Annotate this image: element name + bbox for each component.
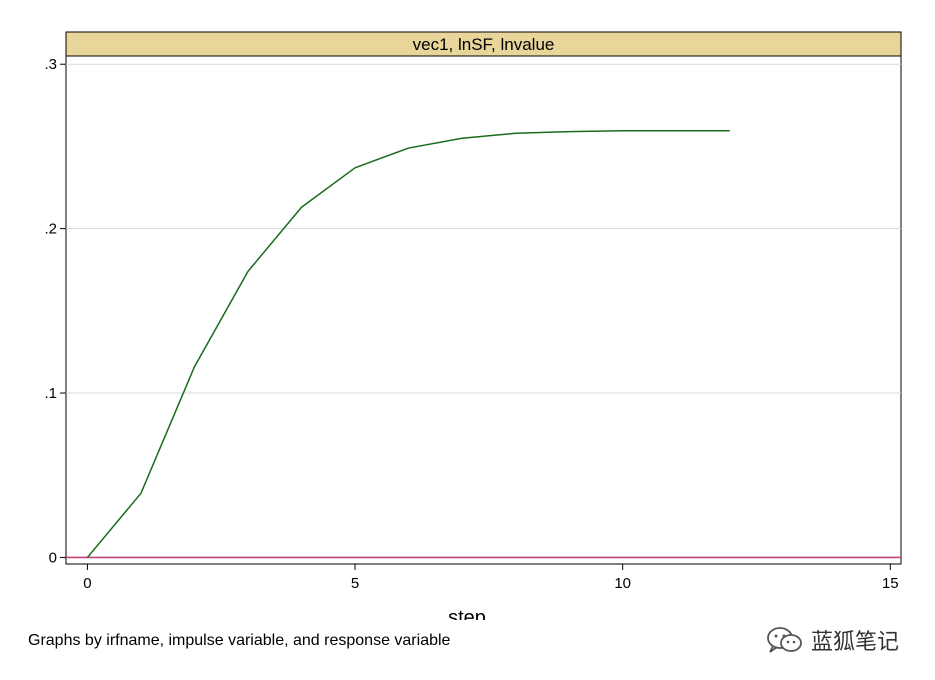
x-tick-label: 5	[351, 575, 359, 592]
panel-title: vec1, lnSF, lnvalue	[413, 35, 555, 54]
y-tick-label: .1	[44, 385, 57, 402]
x-tick-label: 10	[614, 575, 631, 592]
plot-region	[65, 55, 902, 565]
y-tick-label: .3	[44, 56, 57, 73]
panel-title-bar	[65, 31, 902, 57]
wechat-icon	[765, 625, 805, 655]
y-tick-label: .2	[44, 221, 57, 238]
y-tick-label: 0	[49, 549, 57, 566]
series-group	[66, 130, 901, 559]
irf-series-line	[86, 130, 730, 558]
x-tick-label: 0	[83, 575, 91, 592]
x-tick-label: 15	[882, 575, 899, 592]
x-axis-label: step	[448, 607, 486, 620]
x-axis: 0 5 10 15	[83, 564, 899, 592]
watermark: 蓝狐笔记	[765, 624, 899, 656]
watermark-text: 蓝狐笔记	[811, 629, 900, 654]
y-axis: 0 .1 .2 .3	[44, 56, 66, 566]
chart: vec1, lnSF, lnvalue 0 .1 .2 .3 0 5 10 15 step	[44, 31, 902, 620]
gridlines	[66, 63, 901, 394]
graph-note: Graphs by irfname, impulse variable, and…	[28, 632, 451, 649]
